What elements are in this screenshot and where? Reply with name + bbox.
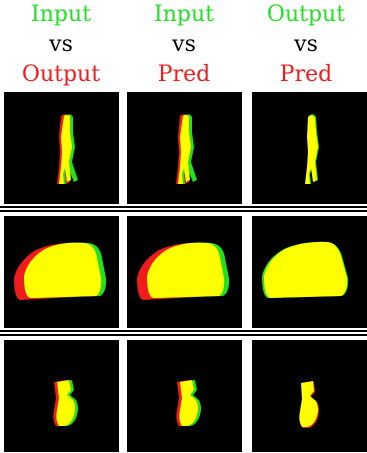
header-vs-label: vs [172, 32, 196, 57]
header-vs-label: vs [49, 32, 73, 57]
column-header-output-vs-pred: Output vs Pred [245, 0, 367, 90]
header-vs-label: vs [294, 32, 318, 57]
row-separator [0, 206, 367, 212]
header-first-label: Input [31, 2, 91, 27]
header-second-label: Output [21, 62, 101, 87]
header-second-label: Pred [157, 62, 211, 87]
tile-car-input-vs-pred [127, 216, 242, 328]
tile-person-input-vs-pred [127, 92, 242, 204]
tile-scooter-input-vs-pred [127, 340, 242, 452]
row-separator [0, 330, 367, 336]
tile-scooter-input-vs-output [4, 340, 119, 452]
tile-person-output-vs-pred [252, 92, 367, 204]
column-header-input-vs-output: Input vs Output [0, 0, 122, 90]
tile-person-input-vs-output [4, 92, 119, 204]
header-first-label: Output [266, 2, 346, 27]
tile-car-input-vs-output [4, 216, 119, 328]
header-first-label: Input [154, 2, 214, 27]
column-header-input-vs-pred: Input vs Pred [123, 0, 245, 90]
tile-car-output-vs-pred [252, 216, 367, 328]
tile-scooter-output-vs-pred [252, 340, 367, 452]
header-second-label: Pred [279, 62, 333, 87]
